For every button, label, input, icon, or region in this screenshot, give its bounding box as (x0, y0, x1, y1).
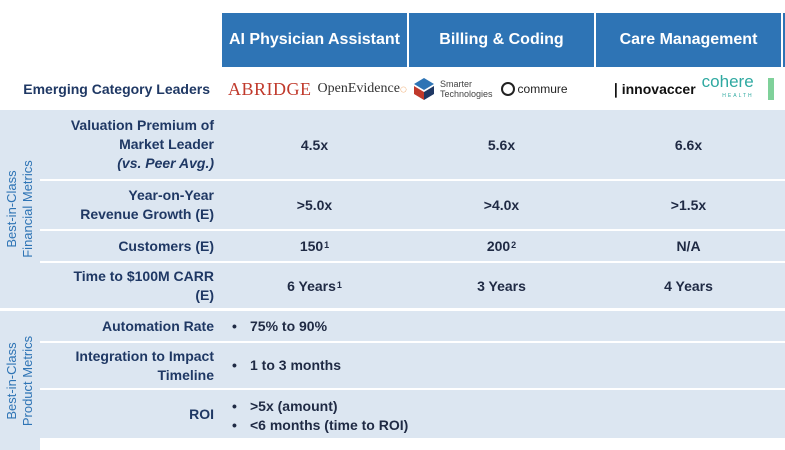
financial-metrics-band: Best-in-Class Financial Metrics (0, 110, 40, 308)
customers-ai-value: 150 (299, 238, 324, 254)
time-ai: 6 Years 1 (222, 263, 407, 308)
smarter-technologies-icon (414, 78, 434, 100)
time-care: 4 Years (596, 263, 781, 308)
customers-care: N/A (596, 231, 781, 261)
financial-metrics-label: Best-in-Class Financial Metrics (4, 160, 36, 258)
cohere-health-text: HEALTH (722, 93, 754, 99)
innovaccer-logo: innovaccer (621, 81, 696, 97)
growth-billing: >4.0x (409, 181, 594, 229)
column-header-overflow (783, 13, 785, 67)
logos-care-management: ❘ innovaccer cohere HEALTH (610, 70, 785, 108)
growth-care-value: >1.5x (670, 197, 707, 213)
time-billing-value: 3 Years (477, 277, 526, 294)
time-label-line2: (E) (195, 286, 214, 303)
row-band-time (40, 263, 785, 308)
next-logo-edge (767, 78, 774, 100)
openevidence-mark-icon: ◌ (399, 82, 408, 96)
roi-label: ROI (189, 405, 214, 422)
growth-label-line2: Revenue Growth (E) (80, 206, 214, 222)
integration-label-line1: Integration to Impact (75, 347, 214, 364)
growth-label-line1: Year-on-Year (128, 187, 214, 203)
customers-billing: 200 2 (409, 231, 594, 261)
valuation-billing-value: 5.6x (487, 136, 516, 153)
valuation-billing: 5.6x (409, 110, 594, 179)
financial-label-line2: Financial Metrics (20, 160, 35, 258)
abridge-logo: ABRIDGE (228, 78, 312, 99)
growth-ai: >5.0x (222, 181, 407, 229)
row-label-growth: Year-on-Year Revenue Growth (E) (44, 181, 214, 229)
column-header-care-management: Care Management (596, 13, 781, 67)
emerging-leaders-label: Emerging Category Leaders (10, 70, 210, 108)
valuation-label-line1: Valuation Premium of (70, 117, 214, 133)
commure-icon (500, 82, 515, 96)
product-label-line1: Best-in-Class (4, 341, 19, 420)
cohere-text: cohere (701, 72, 754, 91)
row-band-integration (40, 343, 785, 388)
valuation-care-value: 6.6x (674, 136, 703, 153)
time-ai-footnote: 1 (336, 279, 342, 290)
smarter-text: Smarter (440, 79, 473, 89)
column-header-billing-coding: Billing & Coding (409, 13, 594, 67)
smarter-technologies-logo: Smarter Technologies (440, 79, 493, 99)
list-item: 1 to 3 months (230, 356, 341, 375)
row-band-growth (40, 181, 785, 229)
growth-ai-value: >5.0x (296, 197, 333, 213)
list-item: <6 months (time to ROI) (230, 416, 408, 435)
valuation-label-line2: Market Leader (119, 136, 214, 152)
valuation-ai: 4.5x (222, 110, 407, 179)
integration-label-line2: Timeline (157, 366, 214, 383)
growth-billing-value: >4.0x (483, 197, 520, 213)
row-band-valuation (40, 110, 785, 179)
integration-bullets: 1 to 3 months (230, 356, 341, 375)
product-metrics-label: Best-in-Class Product Metrics (4, 335, 36, 425)
time-billing: 3 Years (409, 263, 594, 308)
logos-ai-physician: ABRIDGE OpenEvidence ◌ (228, 70, 408, 108)
openevidence-logo: OpenEvidence (317, 81, 400, 96)
roi-bullets: >5x (amount) <6 months (time to ROI) (230, 397, 408, 435)
row-label-time: Time to $100M CARR (E) (44, 263, 214, 308)
list-item: 75% to 90% (230, 317, 327, 336)
customers-billing-value: 200 (486, 238, 511, 254)
customers-billing-footnote: 2 (511, 240, 517, 250)
valuation-label-line3: (vs. Peer Avg.) (117, 155, 214, 171)
automation-bullets: 75% to 90% (230, 317, 327, 336)
list-item: >5x (amount) (230, 397, 408, 416)
valuation-care: 6.6x (596, 110, 781, 179)
time-label-line1: Time to $100M CARR (73, 267, 214, 284)
automation-label: Automation Rate (102, 317, 214, 334)
time-care-value: 4 Years (664, 277, 713, 294)
innovaccer-icon: ❘ (610, 80, 622, 97)
column-header-ai-physician-assistant: AI Physician Assistant (222, 13, 407, 67)
growth-care: >1.5x (596, 181, 781, 229)
customers-label: Customers (E) (118, 237, 214, 254)
product-metrics-band: Best-in-Class Product Metrics (0, 311, 40, 450)
row-label-customers: Customers (E) (44, 231, 214, 261)
valuation-ai-value: 4.5x (300, 136, 329, 153)
row-label-valuation: Valuation Premium of Market Leader (vs. … (44, 112, 214, 177)
row-label-integration: Integration to Impact Timeline (44, 343, 214, 388)
time-ai-value: 6 Years (287, 277, 336, 294)
logos-billing-coding: Smarter Technologies commure (414, 70, 596, 108)
product-label-line2: Product Metrics (20, 335, 35, 426)
row-band-customers (40, 231, 785, 261)
customers-ai-footnote: 1 (324, 240, 330, 250)
row-label-automation: Automation Rate (44, 311, 214, 341)
cohere-logo: cohere HEALTH (701, 72, 754, 103)
row-label-roi: ROI (44, 390, 214, 438)
customers-care-value: N/A (676, 238, 701, 254)
emerging-leaders-text: Emerging Category Leaders (23, 80, 210, 97)
customers-ai: 150 1 (222, 231, 407, 261)
financial-label-line1: Best-in-Class (4, 170, 19, 248)
commure-logo: commure (517, 82, 568, 96)
row-band-roi (40, 390, 785, 438)
row-band-automation (40, 311, 785, 341)
technologies-text: Technologies (440, 89, 493, 99)
